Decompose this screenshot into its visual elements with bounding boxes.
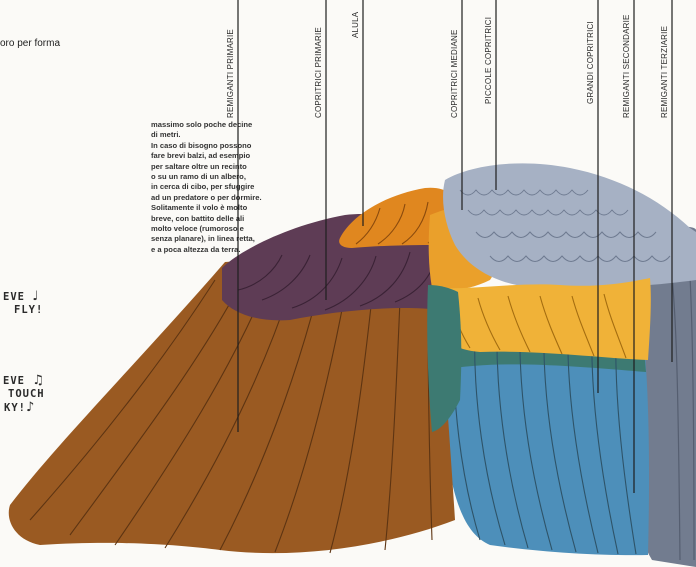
intro-text: oro per forma — [0, 38, 61, 49]
lyric-line: FLY! — [14, 304, 44, 316]
paragraph-line: massimo solo poche decine — [151, 120, 253, 129]
greater-coverts-feathers — [432, 278, 651, 360]
music-note-icon: ♪ — [25, 400, 36, 415]
paragraph-line: fare brevi balzi, ad esempio — [151, 151, 251, 161]
lyric-line: KY! — [4, 402, 26, 414]
paragraph-line: breve, con battito delle ali — [151, 213, 245, 223]
paragraph-line: o su un ramo di un albero, — [151, 172, 246, 182]
lyric-line: TOUCH — [8, 388, 45, 400]
handwritten-lyric-2: EVE ♫ TOUCH KY!♪ — [0, 374, 45, 415]
paragraph-line: In caso di bisogno possono — [151, 140, 252, 150]
music-note-icon: ♩ — [32, 289, 40, 304]
label-copritrici-mediane: COPRITRICI MEDIANE — [450, 30, 459, 119]
wing-labels: REMIGANTI PRIMARIE COPRITRICI PRIMARIE A… — [226, 11, 669, 118]
teal-secondary-coverts — [427, 285, 462, 432]
lyric-line: EVE — [3, 291, 25, 303]
paragraph-line: per saltare oltre un recinto — [151, 161, 247, 171]
label-remiganti-primarie: REMIGANTI PRIMARIE — [226, 29, 235, 118]
primaries-feathers — [8, 259, 455, 554]
description-paragraph: massimo solo poche decine di metri. In cas… — [151, 120, 301, 255]
paragraph-line: molto veloce (rumoroso e — [151, 224, 244, 234]
handwritten-lyric-1: EVE ♩ FLY! — [0, 290, 43, 317]
music-note-icon: ♫ — [32, 373, 45, 388]
label-piccole-copritrici: PICCOLE COPRITRICI — [484, 17, 493, 104]
lyric-line: EVE — [3, 375, 25, 387]
lesser-coverts-feathers — [443, 163, 696, 289]
label-remiganti-secondarie: REMIGANTI SECONDARIE — [622, 14, 631, 118]
paragraph-line: Solitamente il volo è molto — [151, 203, 248, 213]
paragraph-line: di metri. — [151, 130, 181, 140]
leader-lines — [237, 0, 673, 493]
label-grandi-copritrici: GRANDI COPRITRICI — [586, 21, 595, 104]
paragraph-line: senza planare), in linea retta, — [151, 234, 255, 244]
paragraph-line: ad un predatore o per dormire. — [151, 192, 262, 202]
label-alula: ALULA — [351, 11, 360, 38]
paragraph-line: e a poca altezza da terra. — [151, 244, 241, 254]
label-remiganti-terziarie: REMIGANTI TERZIARIE — [660, 26, 669, 118]
paragraph-line: in cerca di cibo, per sfuggire — [151, 182, 255, 192]
label-copritrici-primarie: COPRITRICI PRIMARIE — [314, 27, 323, 118]
